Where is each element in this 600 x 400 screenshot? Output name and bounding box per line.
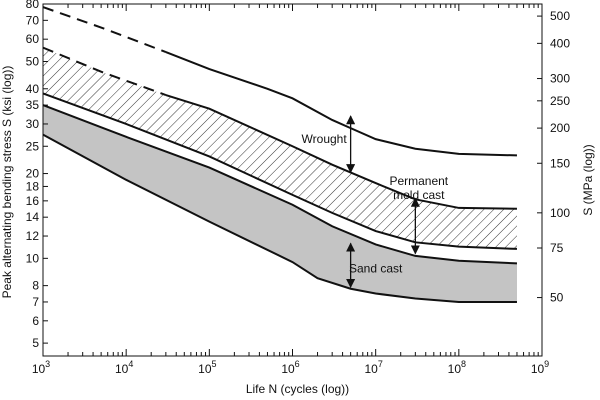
- x-tick-label: 108: [448, 359, 466, 376]
- y-tick-label: 20: [26, 167, 40, 181]
- x-tick-label: 104: [115, 359, 133, 376]
- y-tick-label: 12: [26, 229, 40, 243]
- y2-axis-title: S (MPa (log)): [581, 144, 595, 215]
- x-tick-base: 10: [281, 362, 295, 376]
- x-tick-label: 107: [364, 359, 382, 376]
- y-tick-label: 60: [26, 32, 40, 46]
- x-tick-exponent: 8: [461, 359, 466, 369]
- x-tick-exponent: 5: [212, 359, 217, 369]
- x-tick-label: 109: [531, 359, 549, 376]
- series-line-permanent-mold-cast-lower: [42, 92, 518, 250]
- x-tick-base: 10: [364, 362, 378, 376]
- y-tick-label: 50: [26, 54, 40, 68]
- x-tick-base: 10: [531, 362, 545, 376]
- series-line-permanent-mold-cast-upper-dashed: [42, 46, 167, 96]
- band-sand-cast: [43, 105, 517, 302]
- x-tick-label: 103: [32, 359, 50, 376]
- y2-tick-label: 300: [550, 72, 570, 86]
- x-tick-exponent: 4: [128, 359, 133, 369]
- x-axis-title: Life N (cycles (log)): [246, 382, 349, 396]
- y2-tick-label: 100: [550, 206, 570, 220]
- series-line-sand-cast-upper: [42, 104, 518, 265]
- y-tick-label: 35: [26, 98, 40, 112]
- ticks-layer: [42, 3, 543, 356]
- x-tick-base: 10: [115, 362, 129, 376]
- y-tick-label: 10: [26, 251, 40, 265]
- x-tick-label: 105: [198, 359, 216, 376]
- y2-tick-label: 75: [550, 241, 564, 255]
- y-axis-title: Peak alternating bending stress S (ksi (…: [0, 66, 14, 299]
- x-tick-exponent: 6: [295, 359, 300, 369]
- series-line-permanent-mold-cast-upper: [165, 94, 517, 210]
- bands-layer: [43, 47, 517, 302]
- arrows-layer: [346, 115, 420, 289]
- series-line-sand-cast-lower: [42, 133, 517, 303]
- y-tick-label: 7: [32, 295, 39, 309]
- y2-tick-label: 250: [550, 94, 570, 108]
- y-tick-label: 5: [32, 336, 39, 350]
- series-line-wrought: [165, 51, 517, 157]
- y-tick-label: 6: [32, 314, 39, 328]
- annotation-label: Sand cast: [349, 262, 403, 276]
- y-tick-label: 18: [26, 179, 40, 193]
- annotation-label: mold cast: [393, 188, 445, 202]
- y2-tick-label: 200: [550, 121, 570, 135]
- annotation-label: Wrought: [302, 132, 348, 146]
- y2-tick-label: 150: [550, 156, 570, 170]
- y2-tick-label: 500: [550, 9, 570, 23]
- x-tick-base: 10: [198, 362, 212, 376]
- y-tick-label: 14: [26, 210, 40, 224]
- series-line-wrought-dashed: [42, 6, 167, 54]
- y2-tick-label: 400: [550, 36, 570, 50]
- y-tick-label: 70: [26, 13, 40, 27]
- x-tick-label: 106: [281, 359, 299, 376]
- lines-layer: [42, 6, 518, 303]
- y-tick-label: 25: [26, 139, 40, 153]
- y-tick-label: 80: [26, 0, 40, 11]
- x-tick-exponent: 9: [544, 359, 549, 369]
- band-permanent-mold-cast: [43, 47, 517, 249]
- x-tick-exponent: 7: [378, 359, 383, 369]
- annotation-label: Permanent: [389, 174, 448, 188]
- x-tick-exponent: 3: [45, 359, 50, 369]
- x-tick-base: 10: [32, 362, 46, 376]
- x-tick-base: 10: [448, 362, 462, 376]
- y-tick-label: 30: [26, 117, 40, 131]
- y2-tick-label: 50: [550, 291, 564, 305]
- y-tick-label: 16: [26, 194, 40, 208]
- y-tick-label: 40: [26, 82, 40, 96]
- y-tick-label: 8: [32, 279, 39, 293]
